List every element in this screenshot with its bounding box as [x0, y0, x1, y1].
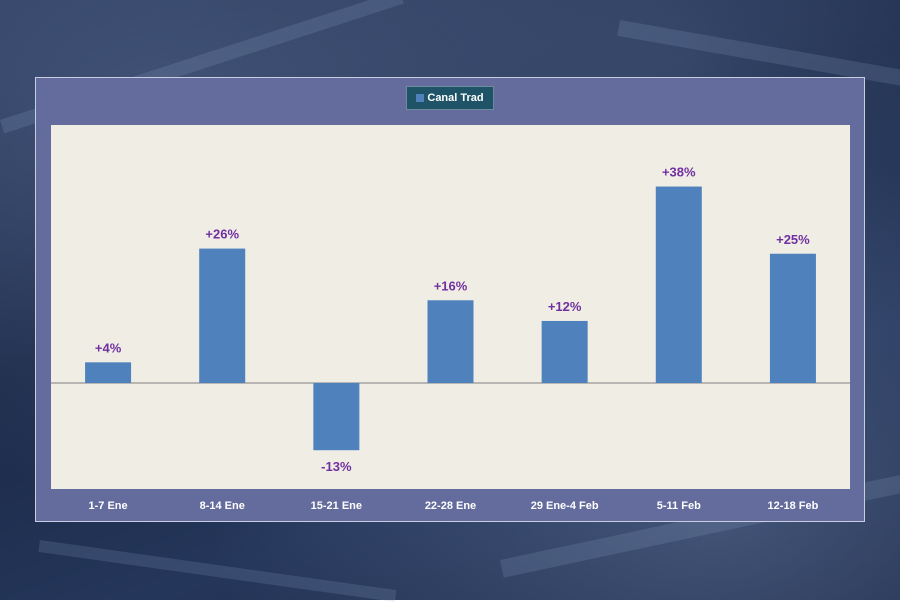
x-tick-label-3: 22-28 Ene — [425, 500, 476, 512]
data-label-4: +12% — [548, 299, 582, 314]
legend-swatch — [416, 94, 425, 102]
x-tick-label-1: 8-14 Ene — [200, 500, 245, 512]
data-label-5: +38% — [662, 165, 696, 180]
x-tick-label-6: 12-18 Feb — [768, 500, 819, 512]
bar-3 — [427, 300, 474, 383]
bar-1 — [199, 248, 246, 383]
x-tick-label-4: 29 Ene-4 Feb — [531, 500, 599, 512]
data-label-6: +25% — [776, 232, 810, 247]
legend-label: Canal Trad — [427, 92, 484, 104]
data-label-0: +4% — [95, 340, 122, 355]
bar-4 — [541, 320, 588, 383]
x-tick-label-5: 5-11 Feb — [657, 500, 701, 512]
x-tick-label-0: 1-7 Ene — [89, 500, 128, 512]
data-label-3: +16% — [434, 278, 468, 293]
x-tick-label-2: 15-21 Ene — [311, 500, 362, 512]
chart-legend: Canal Trad — [406, 86, 494, 110]
bar-0 — [85, 362, 132, 383]
bar-2 — [313, 383, 360, 451]
data-label-2: -13% — [321, 459, 352, 474]
data-label-1: +26% — [205, 227, 239, 242]
bar-5 — [655, 186, 702, 383]
bar-6 — [769, 253, 816, 383]
